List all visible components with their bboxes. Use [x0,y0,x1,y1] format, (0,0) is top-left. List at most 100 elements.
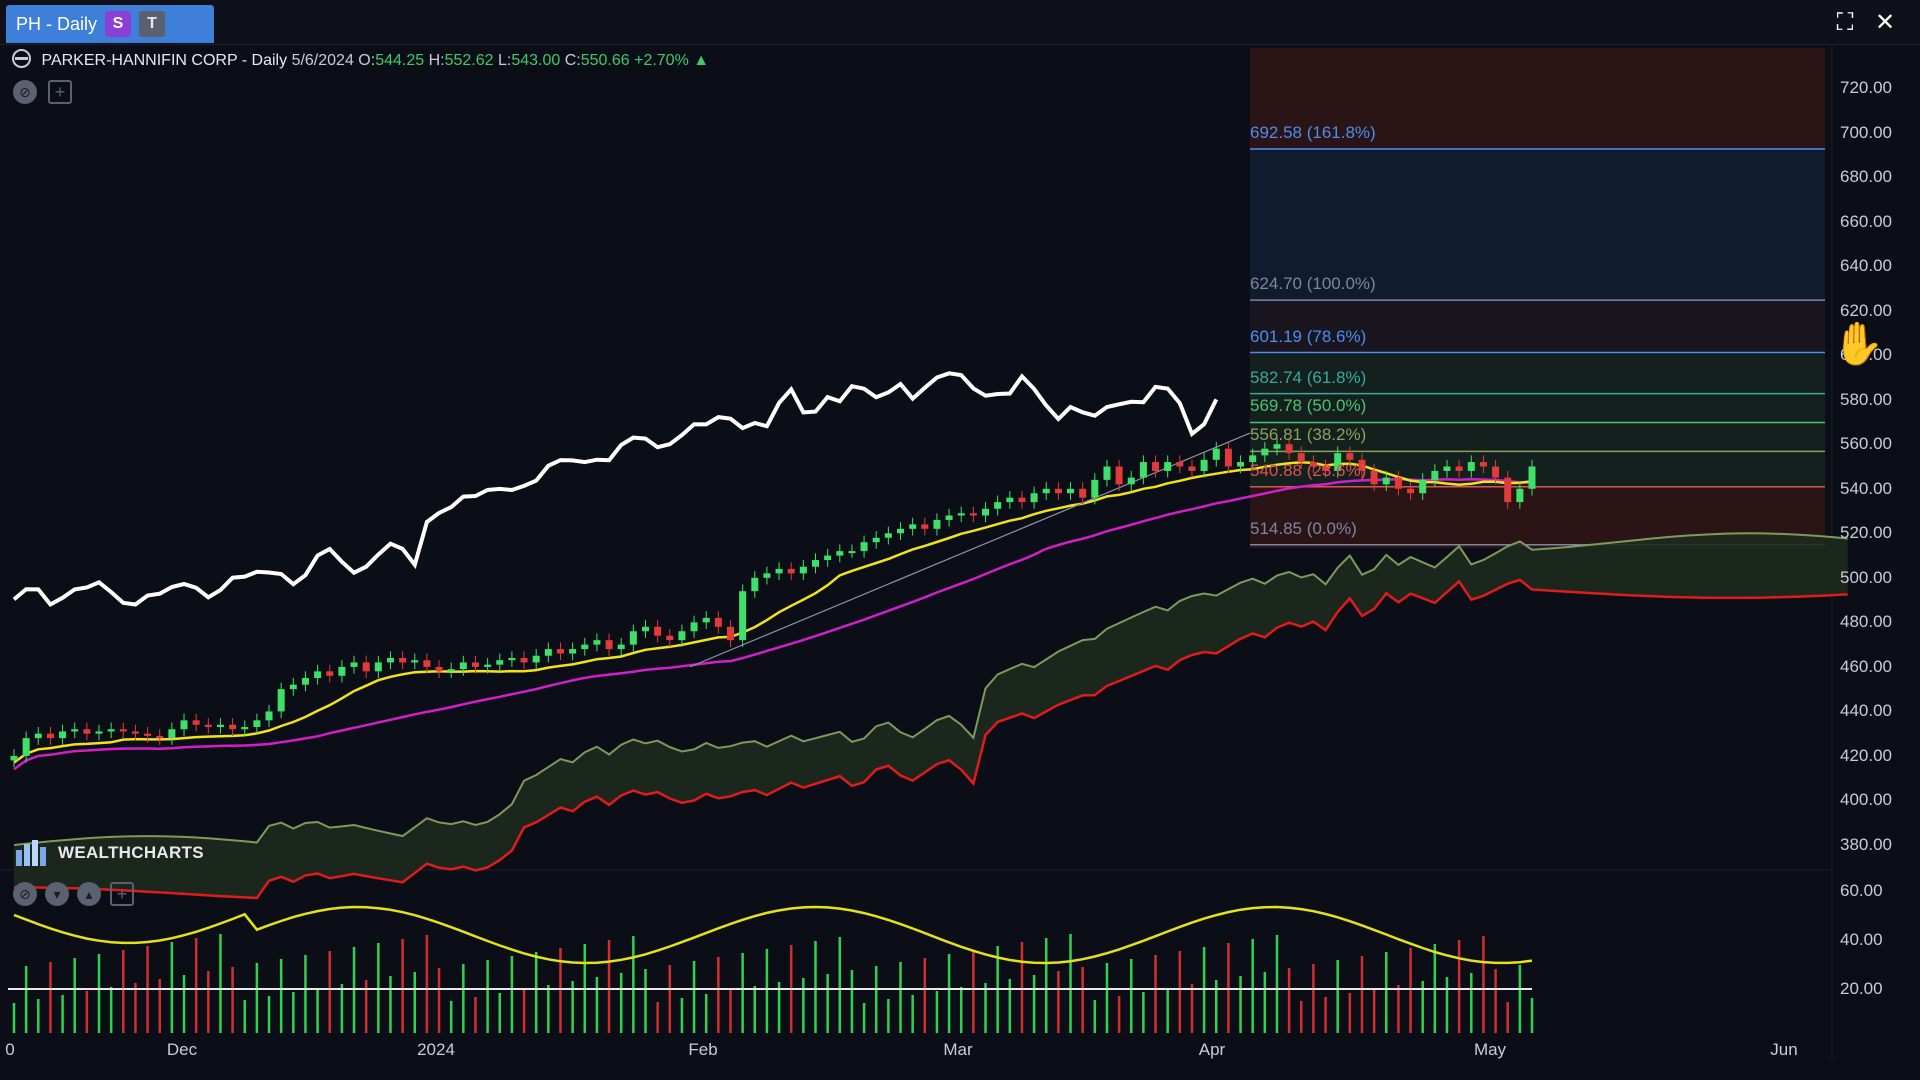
candle-body [1067,488,1075,494]
visibility-icon[interactable] [12,49,31,68]
candle-body [726,626,734,641]
candle-body [1467,462,1475,471]
candle-body [301,678,309,685]
candle-body [253,720,261,727]
candle-body [751,577,759,592]
candle-body [994,502,1002,509]
candle-body [1370,470,1378,485]
candle-body [59,731,67,739]
candle-body [641,626,649,632]
candle-body [739,591,747,641]
candle-body [1018,497,1026,503]
candle-body [982,508,990,516]
candle-body [593,640,601,645]
x-label: Apr [1198,1040,1226,1059]
y-axis-label: 640.00 [1840,256,1892,276]
y-axis-label: 720.00 [1840,78,1892,97]
candle-body [71,729,79,732]
y-axis-label: 660.00 [1840,211,1892,231]
candle-body [1200,459,1208,471]
fib-level-label: 582.74 (61.8%) [1250,367,1367,387]
fib-zone [1250,150,1825,302]
candle-body [1479,462,1487,467]
y-axis-label: 580.00 [1840,389,1892,409]
y-axis-label: 600.00 [1840,345,1892,365]
x-label: May [1473,1040,1507,1059]
candle-body [1224,448,1232,467]
candle-body [1030,493,1038,503]
candle-body [350,662,358,667]
candle-body [1249,455,1257,463]
chart-tab[interactable]: PH - Daily S T [6,5,214,43]
candle-body [1091,479,1099,498]
span-a-line [13,532,1848,846]
candle-body [1273,444,1281,449]
candle-body [848,551,856,554]
indicator-y-label: 20.00 [1840,979,1883,998]
y-axis-label: 380.00 [1840,835,1892,854]
candle-body [763,573,771,578]
candle-body [471,662,479,667]
candle-body [1079,488,1087,498]
candle-body [690,622,698,632]
change-percent: +2.70% [634,52,689,69]
candle-body [1139,462,1147,478]
x-label: 2024 [417,1040,455,1059]
trend-line [689,432,1251,668]
candle-body [1297,453,1305,463]
hide-indicators-icon[interactable]: ⊘ [13,80,37,104]
legend-date: 5/6/2024 [291,52,354,69]
candle-body [1309,462,1317,467]
high-value: 552.62 [444,52,494,69]
up-arrow-icon: ▲ [693,52,710,69]
candle-body [969,513,977,516]
candle-body [1261,448,1269,456]
template-badge[interactable]: T [139,11,166,37]
candle-body [1006,497,1014,503]
candle-body [860,542,868,552]
move-down-icon[interactable]: ▾ [45,882,69,906]
candle-body [10,755,18,761]
candle-body [629,631,637,645]
move-up-icon[interactable]: ▴ [77,882,101,906]
candle-body [277,689,285,712]
candle-body [678,631,686,641]
candle-body [872,537,880,543]
close-icon[interactable]: ✕ [1874,9,1896,36]
candle-body [265,711,273,721]
candle-body [216,724,224,727]
lagging-span-line [12,371,1219,608]
candle-body [1188,466,1196,471]
candle-body [520,657,528,663]
candle-body [714,617,722,627]
candle-body [192,720,200,725]
candle-body [1176,462,1184,467]
candle-body [1054,488,1062,494]
candle-body [1358,459,1366,471]
candle-body [702,617,710,623]
candle-body [338,666,346,676]
candle-body [897,528,905,534]
candle-body [447,669,455,672]
y-axis-label: 620.00 [1840,300,1892,320]
indicator-settings-icon[interactable]: + [110,882,134,906]
candle-body [46,733,54,739]
fib-level-label: 692.58 (161.8%) [1250,123,1376,143]
candle-body [1455,466,1463,471]
candle-body [399,657,407,663]
add-indicator-icon[interactable]: + [48,80,72,104]
study-badge[interactable]: S [105,11,132,37]
candle-body [144,733,152,736]
y-axis-label: 680.00 [1840,167,1892,187]
candle-body [654,626,662,636]
fib-level-label: 556.81 (38.2%) [1250,425,1367,445]
hide-indicator-icon[interactable]: ⊘ [13,882,37,906]
candle-body [1127,477,1135,485]
maximize-icon[interactable]: ⛶ [1836,9,1854,36]
candle-body [83,729,91,734]
fib-level-label: 569.78 (50.0%) [1250,396,1367,416]
fib-level-label: 624.70 (100.0%) [1250,274,1376,294]
high-label: H: [428,52,445,69]
low-value: 543.00 [511,52,561,69]
